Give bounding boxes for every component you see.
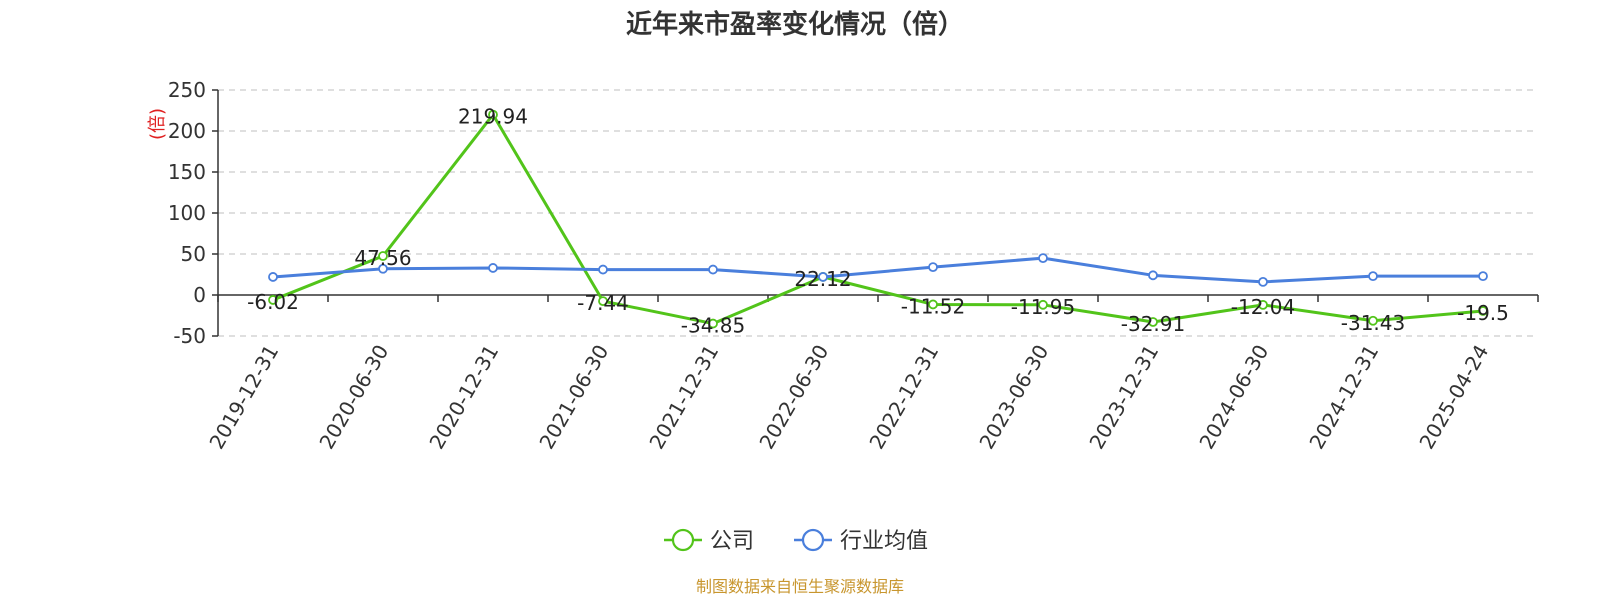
data-point xyxy=(1368,271,1378,282)
data-point xyxy=(708,318,718,329)
legend[interactable]: 公司 行业均值 xyxy=(664,528,928,554)
data-point xyxy=(708,264,718,275)
data-point xyxy=(268,272,278,282)
data-point xyxy=(928,299,938,310)
legend-item-industry-average[interactable]: 行业均值 xyxy=(794,528,928,554)
data-point xyxy=(488,263,498,273)
x-tick-label: 2021-12-31 xyxy=(644,341,723,454)
data-source-note: 制图数据来自恒生聚源数据库 xyxy=(696,577,904,596)
data-point xyxy=(598,264,608,275)
data-point xyxy=(378,263,388,274)
y-tick-label: 50 xyxy=(181,242,206,266)
data-label: -11.52 xyxy=(901,294,965,318)
data-label: -32.91 xyxy=(1121,312,1185,336)
y-tick-label: 200 xyxy=(168,119,206,143)
data-point xyxy=(1038,253,1048,264)
y-tick-label: 250 xyxy=(168,78,206,102)
series-line-company xyxy=(272,113,1484,326)
grid-lines xyxy=(218,89,1538,337)
data-point xyxy=(488,109,498,120)
x-tick-label: 2020-12-31 xyxy=(424,341,503,454)
data-point xyxy=(1478,271,1488,282)
legend-label: 行业均值 xyxy=(840,529,928,554)
data-label: 22.12 xyxy=(794,267,851,291)
x-tick-label: 2023-12-31 xyxy=(1084,341,1163,454)
data-point xyxy=(378,251,388,261)
x-tick-label: 2023-06-30 xyxy=(974,341,1053,454)
data-point xyxy=(818,272,828,282)
y-tick-label: 0 xyxy=(193,283,206,307)
legend-circle-icon xyxy=(671,528,695,552)
data-point xyxy=(1148,317,1158,327)
data-point xyxy=(268,295,278,305)
legend-item-company[interactable]: 公司 xyxy=(664,528,754,554)
y-tick-label: 150 xyxy=(168,160,206,184)
data-label: -6.02 xyxy=(247,290,299,314)
x-tick-label: 2020-06-30 xyxy=(314,341,393,454)
series-line-industry-average xyxy=(272,256,1483,284)
data-label: -31.43 xyxy=(1341,311,1405,335)
data-point xyxy=(1148,270,1158,281)
y-tick-label: -50 xyxy=(173,324,206,348)
y-tick-label: 100 xyxy=(168,201,206,225)
data-label: 219.94 xyxy=(458,105,528,129)
data-point xyxy=(1368,315,1378,326)
x-tick-label: 2022-12-31 xyxy=(864,341,943,454)
data-label: -34.85 xyxy=(681,314,745,338)
x-tick-label: 2022-06-30 xyxy=(754,341,833,454)
data-point xyxy=(1478,306,1488,316)
data-label: -7.44 xyxy=(577,291,629,315)
legend-label: 公司 xyxy=(710,529,754,554)
x-tick-label: 2021-06-30 xyxy=(534,341,613,454)
x-tick-label: 2025-04-24 xyxy=(1414,341,1493,454)
x-tick-label: 2024-06-30 xyxy=(1194,341,1273,454)
data-point xyxy=(1258,276,1268,287)
data-label: -11.95 xyxy=(1011,295,1075,319)
data-point xyxy=(928,262,938,273)
x-tick-label: 2019-12-31 xyxy=(204,341,283,454)
data-point xyxy=(598,296,608,307)
data-point xyxy=(1038,299,1048,310)
legend-circle-icon xyxy=(801,528,825,552)
data-point xyxy=(1258,299,1268,310)
data-labels: -6.02 47.56 219.94 -7.44 -34.85 22.12 -11.52 -1… xyxy=(247,105,1509,338)
data-label: -19.5 xyxy=(1457,301,1509,325)
data-label: -12.04 xyxy=(1231,295,1295,319)
series-lines xyxy=(268,109,1488,329)
y-axis-unit-label: (倍) xyxy=(147,108,168,140)
x-tick-label: 2024-12-31 xyxy=(1304,341,1383,454)
data-label: 47.56 xyxy=(354,246,411,270)
chart-title: 近年来市盈率变化情况（倍） xyxy=(626,9,964,40)
